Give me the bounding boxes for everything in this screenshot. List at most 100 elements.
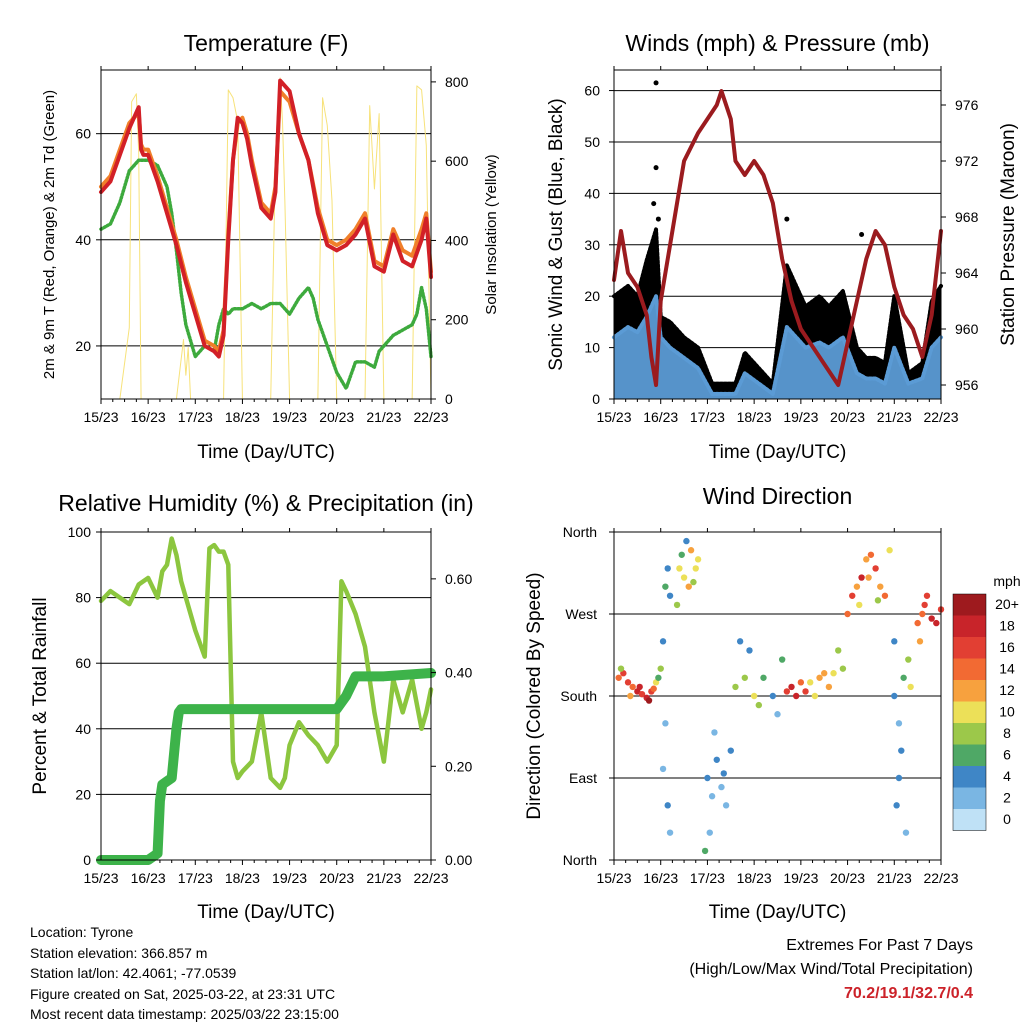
legend-swatch bbox=[953, 787, 986, 809]
y2-tick-label: 976 bbox=[955, 97, 979, 113]
x-tick-label: 19/23 bbox=[783, 409, 818, 425]
direction-point bbox=[856, 601, 863, 609]
legend-label: 2 bbox=[1003, 790, 1011, 806]
direction-point bbox=[662, 583, 669, 590]
wind-band bbox=[614, 296, 941, 399]
direction-point bbox=[783, 688, 791, 695]
x-tick-label: 22/23 bbox=[413, 409, 448, 425]
y-tick-label: 40 bbox=[75, 721, 91, 737]
direction-point bbox=[666, 592, 674, 599]
plot-frame bbox=[100, 69, 432, 400]
direction-point bbox=[797, 679, 805, 686]
legend-label: 18 bbox=[999, 618, 1015, 634]
chart-title: Winds (mph) & Pressure (mb) bbox=[625, 30, 929, 56]
legend-swatch bbox=[953, 766, 986, 788]
chart-title: Wind Direction bbox=[703, 483, 853, 509]
x-tick-label: 16/23 bbox=[131, 409, 166, 425]
solar-line bbox=[119, 77, 432, 400]
extremes-title: Extremes For Past 7 Days bbox=[786, 937, 973, 954]
direction-point bbox=[839, 665, 847, 672]
legend-label: 10 bbox=[999, 704, 1015, 720]
direction-point bbox=[657, 665, 664, 672]
direction-point bbox=[650, 685, 657, 692]
direction-point bbox=[662, 720, 669, 727]
direction-point bbox=[680, 574, 688, 581]
direction-point bbox=[816, 674, 823, 681]
legend-frame bbox=[952, 593, 987, 831]
direction-point bbox=[916, 638, 924, 645]
recent-timestamp: Most recent data timestamp: 2025/03/22 2… bbox=[30, 1006, 339, 1022]
direction-point bbox=[769, 692, 777, 700]
legend-swatch bbox=[953, 809, 986, 831]
direction-point bbox=[678, 551, 685, 558]
y-axis-label: Sonic Wind & Gust (Blue, Black) bbox=[546, 98, 567, 370]
legend-title: mph bbox=[993, 573, 1020, 589]
direction-point bbox=[919, 610, 926, 618]
direction-point bbox=[629, 683, 636, 691]
legend-swatch bbox=[953, 637, 986, 659]
pressure-line bbox=[612, 89, 943, 387]
direction-point bbox=[891, 638, 898, 645]
y-tick-label: 50 bbox=[584, 134, 600, 150]
direction-point bbox=[825, 683, 833, 691]
station-location: Location: Tyrone bbox=[30, 924, 134, 940]
y-tick-label: 20 bbox=[75, 338, 91, 354]
station-info: Location: Tyrone Station elevation: 366.… bbox=[30, 922, 339, 1025]
direction-point bbox=[636, 683, 643, 691]
direction-point bbox=[659, 765, 667, 773]
direction-point bbox=[617, 665, 625, 672]
x-tick-label: 20/23 bbox=[319, 870, 354, 886]
x-tick-label: 17/23 bbox=[690, 870, 725, 886]
direction-point bbox=[877, 583, 884, 590]
x-tick-label: 18/23 bbox=[737, 870, 772, 886]
x-tick-label: 19/23 bbox=[272, 409, 307, 425]
direction-point bbox=[750, 692, 758, 700]
legend-label: 8 bbox=[1003, 725, 1011, 741]
direction-point bbox=[755, 701, 763, 709]
direction-point bbox=[659, 638, 667, 645]
direction-point bbox=[821, 670, 828, 677]
direction-point bbox=[718, 783, 725, 791]
legend-label: 0 bbox=[1003, 811, 1011, 827]
direction-point bbox=[921, 601, 928, 609]
direction-point bbox=[902, 829, 910, 836]
direction-point bbox=[685, 583, 692, 590]
x-tick-label: 21/23 bbox=[366, 409, 401, 425]
gust-point bbox=[784, 216, 790, 222]
x-tick-label: 17/23 bbox=[690, 409, 725, 425]
legend-label: 4 bbox=[1003, 768, 1011, 784]
x-tick-label: 15/23 bbox=[596, 409, 631, 425]
x-axis-label: Time (Day/UTC) bbox=[197, 902, 335, 923]
y2-tick-label: 968 bbox=[955, 209, 979, 225]
extremes-values: 70.2/19.1/32.7/0.4 bbox=[844, 985, 973, 1002]
y-axis-label: Percent & Total Rainfall bbox=[30, 597, 51, 794]
x-tick-label: 16/23 bbox=[131, 870, 166, 886]
x-tick-label: 18/23 bbox=[225, 409, 260, 425]
direction-point bbox=[881, 592, 889, 599]
y2-tick-label: 960 bbox=[955, 321, 979, 337]
x-tick-label: 19/23 bbox=[783, 870, 818, 886]
direction-point bbox=[645, 697, 653, 704]
y-tick-label: 60 bbox=[75, 126, 91, 142]
direction-point bbox=[683, 537, 690, 545]
x-tick-label: 17/23 bbox=[178, 870, 213, 886]
direction-point bbox=[849, 592, 856, 599]
legend-label: 20+ bbox=[995, 596, 1019, 612]
direction-point bbox=[792, 692, 800, 700]
precip-line bbox=[96, 668, 436, 865]
wind-chart: 15/23 16/23 17/23 18/23 19/23 20/23 21/23 22/23… bbox=[546, 30, 1019, 463]
legend-swatch bbox=[953, 723, 986, 745]
direction-point bbox=[638, 690, 646, 698]
y2-tick-label: 0.40 bbox=[445, 665, 472, 681]
station-elevation: Station elevation: 366.857 m bbox=[30, 944, 208, 961]
legend-label: 12 bbox=[999, 682, 1015, 698]
x-tick-label: 21/23 bbox=[366, 870, 401, 886]
extremes-block: Extremes For Past 7 Days (High/Low/Max W… bbox=[689, 934, 973, 1006]
direction-point bbox=[732, 683, 739, 691]
y-tick-label: West bbox=[565, 606, 597, 622]
x-tick-label: 15/23 bbox=[596, 870, 631, 886]
y-tick-label: 80 bbox=[75, 590, 91, 606]
direction-point bbox=[895, 774, 903, 782]
direction-point bbox=[713, 756, 720, 763]
